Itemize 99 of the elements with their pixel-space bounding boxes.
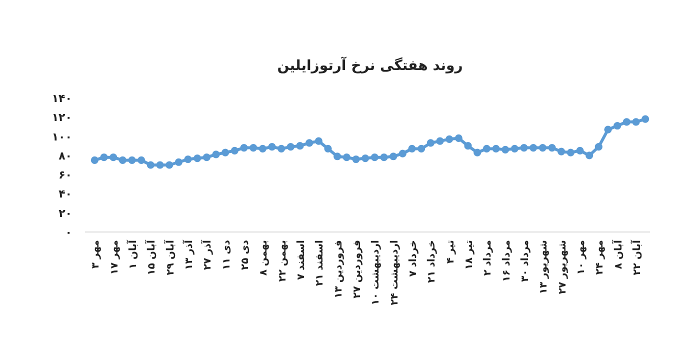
- x-tick-label: ۲۱ اسفند: [314, 240, 326, 286]
- point: [324, 144, 332, 153]
- point: [510, 144, 518, 153]
- point: [622, 118, 630, 126]
- point: [370, 154, 378, 162]
- x-tick-label: ۱۰ اردیبهشت: [370, 240, 382, 306]
- x-tick-label: ۱۰ مهر: [576, 240, 587, 275]
- point: [110, 154, 118, 162]
- point: [314, 137, 322, 145]
- point: [642, 115, 650, 123]
- x-tick-label: ۲۷ آذر: [200, 239, 214, 270]
- point: [520, 144, 528, 152]
- y-tick-label: ۱۴۰: [52, 92, 72, 105]
- point: [146, 161, 154, 169]
- point: [576, 146, 584, 154]
- x-tick-label: ۱۷ مهر: [109, 240, 120, 275]
- point: [426, 139, 434, 147]
- point: [100, 154, 108, 162]
- x-tick-label: ۱۳ فروردین: [333, 240, 344, 298]
- x-tick-label: ۳ مهر: [90, 240, 102, 269]
- point: [482, 144, 490, 153]
- point: [212, 150, 220, 158]
- point: [632, 118, 640, 126]
- x-tick-label: ۳۰ مرداد: [520, 240, 531, 282]
- point: [530, 144, 538, 152]
- point: [474, 148, 482, 156]
- point: [390, 152, 398, 160]
- point: [286, 143, 294, 151]
- chart-title: روند هفتگی نرخ آرتوزایلین: [277, 56, 463, 74]
- x-tick-label: ۱۳ آذر: [182, 239, 195, 270]
- y-tick-label: ۱۰۰: [52, 130, 72, 144]
- point: [334, 152, 342, 160]
- x-tick-label: ۲۴ اردیبهشت: [389, 240, 400, 306]
- point: [380, 154, 388, 162]
- point: [586, 152, 594, 160]
- x-tick-label: ۱۱ دی: [221, 240, 232, 270]
- point: [250, 144, 258, 152]
- x-tick-label: ۲۷ فروردین: [352, 240, 363, 298]
- point: [296, 142, 304, 150]
- x-tick-label: ۱۸ تیر: [464, 240, 475, 270]
- point: [184, 155, 192, 164]
- x-tick-label: ۸ آبان: [611, 239, 624, 270]
- x-tick-label: ۲ مرداد: [482, 240, 494, 276]
- point: [268, 143, 276, 151]
- x-tick-label: ۲۹ آبان: [163, 239, 176, 276]
- x-tick-label: ۱۵ آبان: [144, 239, 158, 276]
- y-tick-label: ۴۰: [58, 188, 72, 201]
- point: [258, 144, 266, 153]
- point: [342, 154, 350, 162]
- point: [558, 148, 566, 156]
- x-tick-label: ۴ تیر: [445, 240, 456, 264]
- point: [454, 134, 462, 142]
- x-tick-label: ۱۳ شهریور: [538, 240, 550, 294]
- point: [548, 144, 556, 152]
- point: [408, 144, 416, 153]
- point: [538, 144, 546, 152]
- point: [128, 156, 136, 164]
- point: [202, 154, 210, 162]
- point: [566, 148, 574, 156]
- point: [398, 150, 406, 158]
- point: [464, 142, 472, 150]
- y-tick-label: ۶۰: [58, 168, 72, 182]
- point: [230, 146, 238, 154]
- point: [418, 144, 426, 153]
- x-tick-label: ۱ آبان: [126, 239, 139, 270]
- x-tick-label: ۷ خرداد: [408, 240, 419, 277]
- y-tick-label: ۲۰: [58, 206, 72, 220]
- point: [492, 144, 500, 153]
- x-tick-label: ۲۷ شهریور: [557, 240, 568, 294]
- point: [436, 137, 444, 145]
- point: [614, 122, 622, 130]
- point: [174, 158, 182, 166]
- point: [118, 156, 126, 164]
- y-tick-label: ۱۲۰: [52, 111, 72, 124]
- x-tick-label: ۷ اسفند: [296, 240, 307, 280]
- y-tick-label: ۸۰: [58, 149, 72, 162]
- point: [166, 161, 174, 169]
- point: [156, 161, 164, 169]
- x-tick-label: ۱۶ مرداد: [501, 240, 512, 282]
- point: [362, 154, 370, 162]
- point: [90, 156, 98, 164]
- x-tick-label: ۸ بهمن: [258, 240, 270, 276]
- x-tick-label: ۲۲ آبان: [630, 239, 643, 276]
- x-tick-label: ۲۵ دی: [240, 240, 251, 270]
- point: [604, 126, 612, 134]
- x-tick-label: ۲۱ خرداد: [426, 240, 438, 283]
- point: [502, 146, 510, 154]
- point: [594, 143, 602, 151]
- x-tick-label: ۲۲ بهمن: [277, 240, 288, 282]
- point: [194, 154, 202, 162]
- point: [278, 144, 286, 153]
- point: [222, 148, 230, 156]
- point: [240, 144, 248, 152]
- point: [306, 139, 314, 147]
- point: [446, 135, 454, 143]
- x-tick-label: ۲۴ مهر: [594, 240, 606, 275]
- point: [352, 155, 360, 164]
- y-tick-label: ۰: [65, 226, 72, 239]
- point: [138, 156, 146, 164]
